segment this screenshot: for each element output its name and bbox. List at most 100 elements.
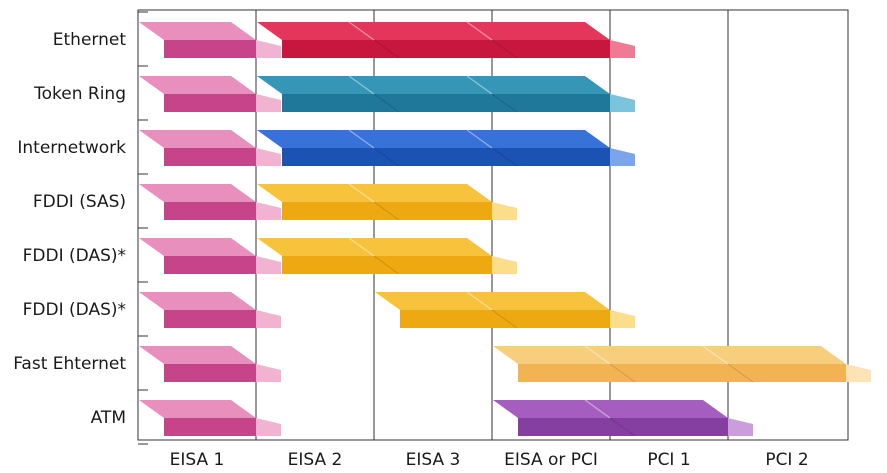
bar-divider [373,201,400,221]
bar-side-face [256,256,281,274]
bar-side-face [256,310,281,328]
bar-divider [609,417,636,437]
bar-divider [609,363,636,383]
row-label: Internetwork [17,138,126,158]
bar-divider [466,291,493,311]
bar-divider [491,39,518,59]
bar-segment [257,75,635,113]
bar-top-face [139,238,256,256]
bar-divider [491,93,518,113]
bar-divider [373,147,400,167]
bar-side-face [610,40,635,58]
bar-front-face [282,148,610,166]
bar-top-face [375,292,610,310]
bar-side-face [846,364,871,382]
bar-front-face [164,364,256,382]
bar-side-face [492,202,517,220]
bar-side-face [256,148,281,166]
bar-divider [373,255,400,275]
bar-segment [139,184,281,220]
bar-side-face [256,202,281,220]
bar-top-face [493,400,728,418]
bar-side-face [610,94,635,112]
bar-segment [139,292,281,328]
bar-divider [466,21,493,41]
column-label: EISA 2 [288,450,343,470]
bar-segment [493,399,753,437]
bar-side-face [256,418,281,436]
bar-top-face [257,22,610,40]
column-label: EISA or PCI [504,450,598,470]
bar-top-face [139,22,256,40]
row-label: FDDI (DAS)* [23,246,126,266]
bar-divider [348,129,375,149]
bar-segment [257,237,517,275]
bar-side-face [610,148,635,166]
bar-top-face [257,130,610,148]
column-label: EISA 1 [170,450,225,470]
bar-segment [257,129,635,167]
row-labels: Ethernet Token Ring Internetwork FDDI (SAS)… [13,30,126,428]
bar-divider [584,399,611,419]
bar-top-face [139,346,256,364]
bar-front-face [164,418,256,436]
bar-divider [466,129,493,149]
column-labels: EISA 1 EISA 2 EISA 3 EISA or PCI PCI 1 PCI 2 [170,450,809,470]
bar-top-face [139,292,256,310]
bar-side-face [256,40,281,58]
bar-divider [373,93,400,113]
bar-side-face [728,418,753,436]
bars [139,21,871,437]
bar-divider [491,309,518,329]
bar-front-face [282,202,492,220]
bar-front-face [164,202,256,220]
bar-front-face [518,364,846,382]
bar-divider [727,363,754,383]
bar-segment [139,238,281,274]
plot-frame [137,9,849,441]
bar-top-face [493,346,846,364]
bar-side-face [492,256,517,274]
bar-divider [584,345,611,365]
bar-divider [491,147,518,167]
bar-front-face [518,418,728,436]
bar-front-face [164,40,256,58]
bar-segment [493,345,871,383]
bar-divider [702,345,729,365]
bar-segment [257,21,635,59]
row-ticks [138,11,148,445]
column-label: EISA 3 [406,450,461,470]
bar-front-face [164,148,256,166]
bar-front-face [164,256,256,274]
bar-segment [139,76,281,112]
bar-top-face [257,238,492,256]
bar-front-face [282,256,492,274]
bar-divider [348,237,375,257]
bar-divider [348,75,375,95]
bar-divider [348,21,375,41]
bar-divider [466,75,493,95]
bar-top-face [139,400,256,418]
bar-divider [348,183,375,203]
bar-segment [139,400,281,436]
bar-side-face [256,364,281,382]
bar-side-face [256,94,281,112]
bar-divider [373,39,400,59]
column-label: PCI 1 [647,450,690,470]
bar-segment [375,291,635,329]
row-label: FDDI (SAS) [33,192,126,212]
bar-top-face [257,184,492,202]
bar-segment [139,130,281,166]
bar-front-face [282,94,610,112]
bar-front-face [400,310,610,328]
row-label: Ethernet [53,30,127,50]
row-label: FDDI (DAS)* [23,300,126,320]
bar-top-face [257,76,610,94]
row-label: ATM [91,408,126,428]
bar-top-face [139,130,256,148]
row-label: Token Ring [33,84,126,104]
bar-top-face [139,76,256,94]
row-label: Fast Ehternet [13,354,126,374]
bar-front-face [282,40,610,58]
